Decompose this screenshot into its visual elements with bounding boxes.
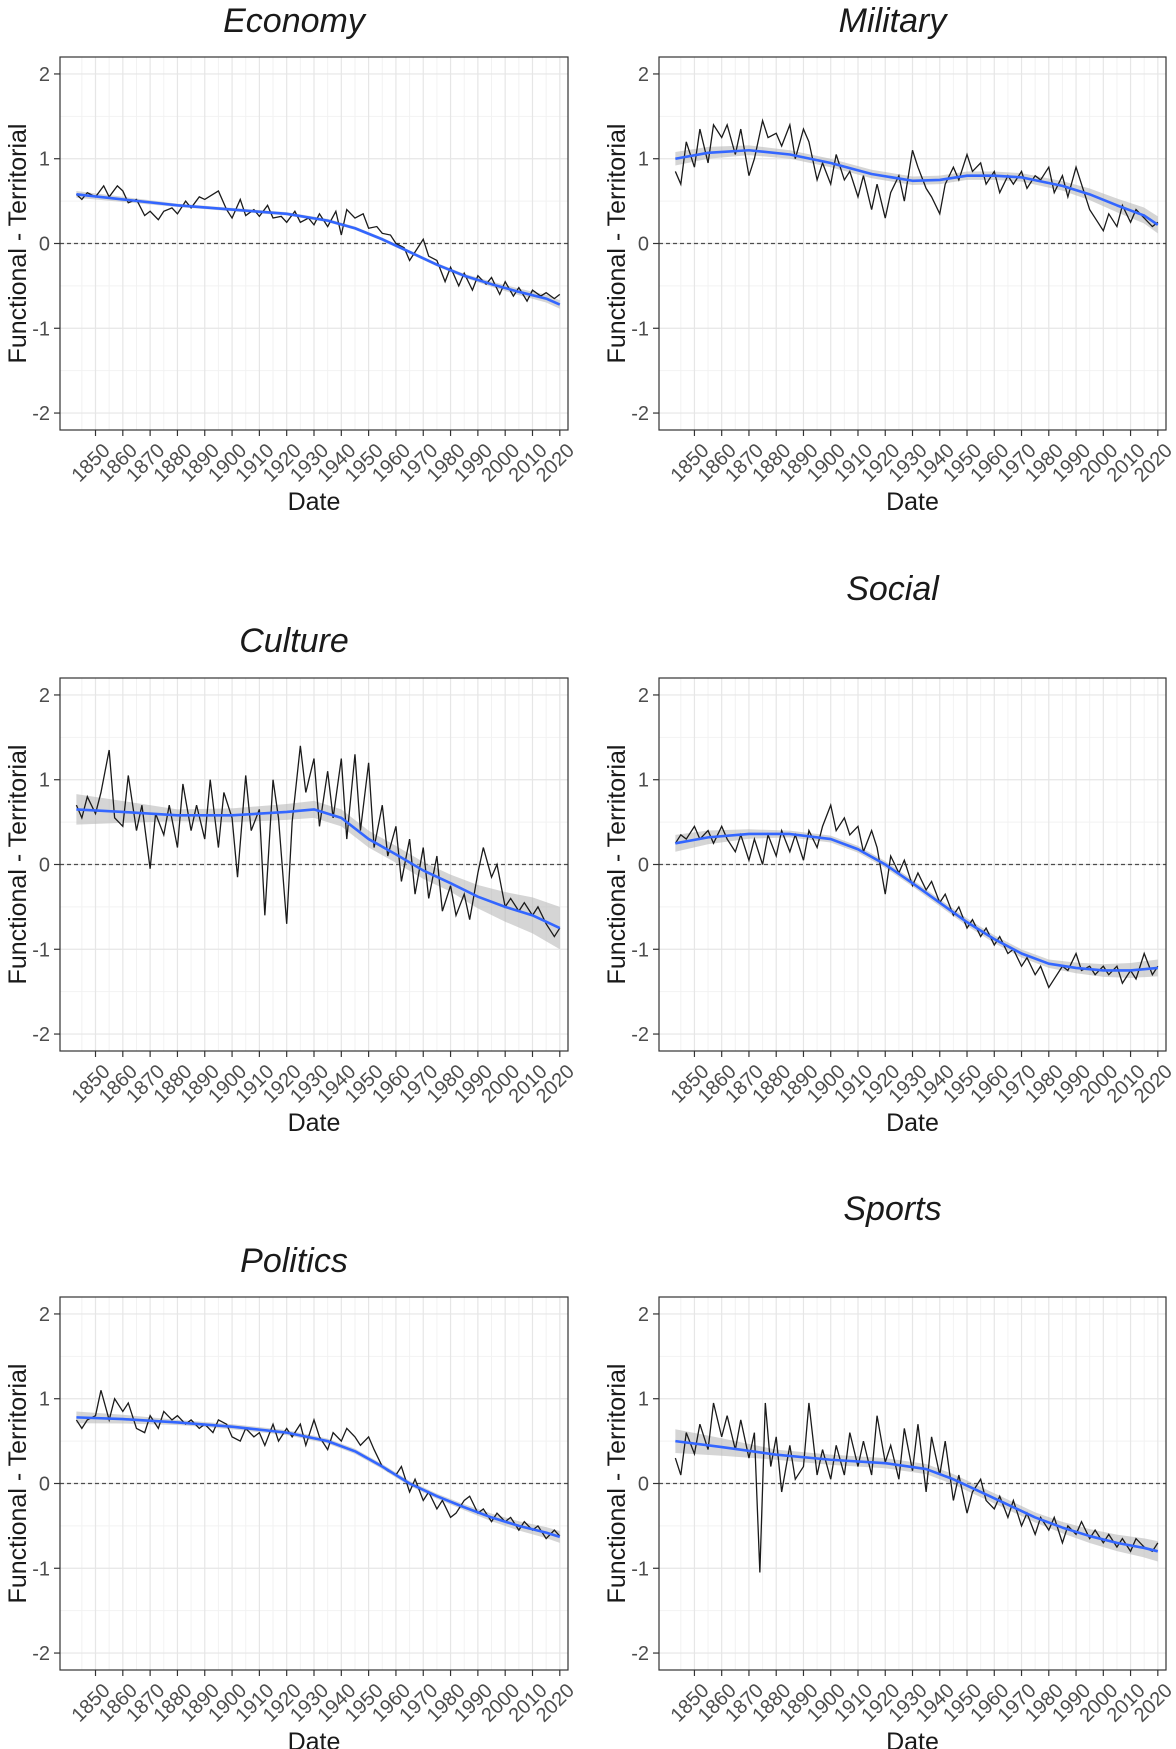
y-tick-label: -2 <box>32 403 50 425</box>
y-tick-label: 2 <box>638 685 649 707</box>
chart-panel-social: -2-1012185018601870188018901900191019201… <box>603 570 1176 1137</box>
confidence-band <box>675 145 1158 234</box>
y-tick-label: 1 <box>638 770 649 792</box>
x-axis-title: Date <box>288 1109 341 1137</box>
smoothed-trend-line <box>76 1416 561 1539</box>
panel-title: Culture <box>239 622 349 660</box>
y-tick-label: 0 <box>638 1474 649 1496</box>
observed-series-line <box>674 802 1159 989</box>
y-tick-label: 1 <box>39 1389 50 1411</box>
y-tick-label: 2 <box>638 64 649 86</box>
y-tick-label: 2 <box>638 1304 649 1326</box>
y-tick-label: 1 <box>39 149 50 171</box>
y-tick-label: 2 <box>39 64 50 86</box>
confidence-band <box>675 1429 1158 1562</box>
y-tick-label: 0 <box>638 855 649 877</box>
y-axis-title: Functional - Territorial <box>4 124 32 364</box>
y-tick-label: -1 <box>631 939 649 961</box>
y-tick-label: -2 <box>631 1024 649 1046</box>
y-tick-label: 1 <box>638 149 649 171</box>
y-tick-label: -1 <box>631 318 649 340</box>
observed-series-line <box>674 118 1159 233</box>
chart-panel-politics: -2-1012185018601870188018901900191019201… <box>4 1242 579 1749</box>
y-tick-label: 1 <box>39 770 50 792</box>
y-axis-title: Functional - Territorial <box>603 124 631 364</box>
y-tick-label: 2 <box>39 1304 50 1326</box>
observed-series-line <box>75 745 561 938</box>
smoothed-trend-line <box>76 193 561 306</box>
y-tick-label: -2 <box>32 1024 50 1046</box>
chart-panel-culture: -2-1012185018601870188018901900191019201… <box>4 622 579 1137</box>
x-axis-title: Date <box>886 1109 939 1137</box>
y-tick-label: 2 <box>39 685 50 707</box>
x-axis-title: Date <box>288 488 341 516</box>
y-axis-title: Functional - Territorial <box>4 745 32 985</box>
y-tick-label: 0 <box>39 234 50 256</box>
y-tick-label: -1 <box>32 939 50 961</box>
y-tick-label: 0 <box>39 1474 50 1496</box>
panel-title: Sports <box>843 1190 941 1228</box>
confidence-band <box>76 1411 560 1543</box>
chart-panel-military: -2-1012185018601870188018901900191019201… <box>603 2 1176 516</box>
x-axis-title: Date <box>886 1728 939 1749</box>
y-tick-label: -2 <box>631 1643 649 1665</box>
y-tick-label: -2 <box>32 1643 50 1665</box>
chart-panel-economy: -2-1012185018601870188018901900191019201… <box>4 2 579 516</box>
y-tick-label: -1 <box>631 1558 649 1580</box>
panel-title: Social <box>846 570 940 608</box>
y-axis-title: Functional - Territorial <box>4 1364 32 1604</box>
y-tick-label: -2 <box>631 403 649 425</box>
smoothed-trend-line <box>675 1439 1159 1553</box>
y-tick-label: -1 <box>32 1558 50 1580</box>
panel-title: Economy <box>223 2 367 40</box>
y-tick-label: 0 <box>638 234 649 256</box>
x-axis-title: Date <box>886 488 939 516</box>
chart-panel-sports: -2-1012185018601870188018901900191019201… <box>603 1190 1176 1749</box>
y-axis-title: Functional - Territorial <box>603 745 631 985</box>
panel-title: Military <box>839 2 949 40</box>
y-tick-label: 1 <box>638 1389 649 1411</box>
panel-title: Politics <box>240 1242 348 1280</box>
observed-series-line <box>674 1402 1159 1573</box>
y-tick-label: -1 <box>32 318 50 340</box>
smoothed-trend-line <box>76 808 561 930</box>
y-tick-label: 0 <box>39 855 50 877</box>
smoothed-trend-line <box>675 148 1159 226</box>
x-axis-title: Date <box>288 1728 341 1749</box>
smoothed-trend-line <box>675 832 1158 972</box>
y-axis-title: Functional - Territorial <box>603 1364 631 1604</box>
